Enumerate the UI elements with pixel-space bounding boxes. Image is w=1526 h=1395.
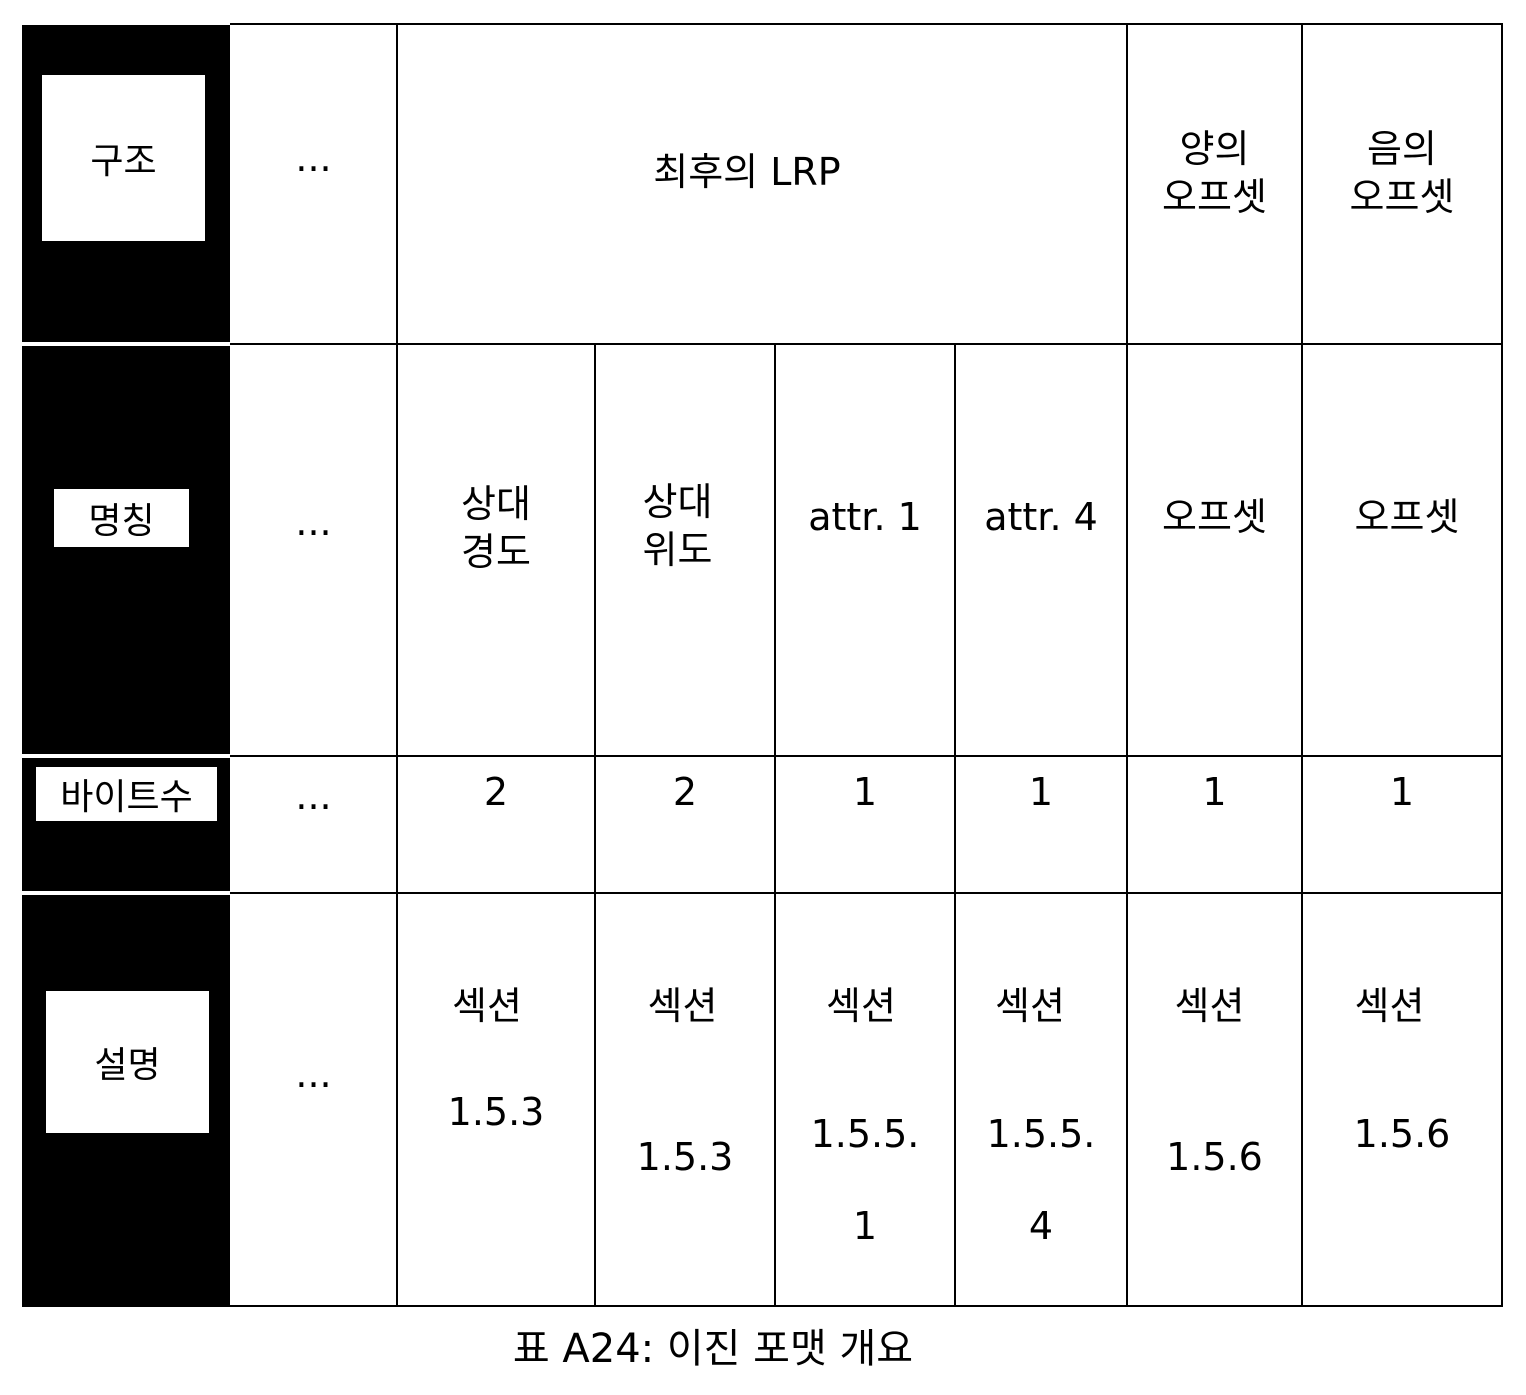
bytes-value: 2	[397, 768, 595, 816]
name-attr-1: attr. 1	[775, 493, 955, 541]
row-label-name: 명칭	[54, 489, 189, 547]
border	[230, 755, 1503, 757]
row-label-description: 설명	[46, 991, 209, 1133]
section-number: 1.5.3	[595, 1133, 775, 1181]
section-number: 1.5.5. 4	[955, 1088, 1127, 1272]
description-ellipsis: ...	[230, 1050, 397, 1098]
name-attr-4: attr. 4	[955, 493, 1127, 541]
positive-offset-header: 양의 오프셋	[1127, 125, 1302, 221]
bytes-value: 1	[1302, 768, 1502, 816]
bytes-value: 1	[1127, 768, 1302, 816]
row-label-structure: 구조	[42, 75, 205, 241]
name-relative-latitude: 상대 위도	[595, 478, 760, 574]
bytes-value: 1	[955, 768, 1127, 816]
structure-ellipsis: ...	[230, 134, 397, 182]
name-negative-offset: 오프셋	[1302, 493, 1512, 541]
border	[22, 1305, 1503, 1307]
border	[230, 23, 1503, 25]
section-label: 섹션	[775, 982, 947, 1030]
section-label: 섹션	[955, 982, 1105, 1030]
name-positive-offset: 오프셋	[1127, 493, 1302, 541]
border	[230, 892, 1503, 894]
divider	[22, 342, 230, 346]
bytes-ellipsis: ...	[230, 772, 397, 820]
bytes-value: 2	[595, 768, 775, 816]
section-number: 1.5.6	[1127, 1133, 1302, 1181]
row-label-bytes: 바이트수	[36, 767, 217, 821]
divider	[22, 891, 230, 895]
name-ellipsis: ...	[230, 498, 397, 546]
section-label: 섹션	[397, 982, 577, 1030]
section-number: 1.5.5. 1	[775, 1088, 955, 1272]
table-caption: 표 A24: 이진 포맷 개요	[0, 1325, 1426, 1373]
bytes-value: 1	[775, 768, 955, 816]
section-label: 섹션	[1127, 982, 1292, 1030]
section-number: 1.5.3	[397, 1088, 595, 1136]
name-relative-longitude: 상대 경도	[397, 480, 595, 576]
border	[230, 343, 1503, 345]
last-lrp-header: 최후의 LRP	[397, 148, 1097, 196]
negative-offset-header: 음의 오프셋	[1302, 125, 1502, 221]
divider	[22, 754, 230, 758]
section-number: 1.5.6	[1302, 1110, 1502, 1158]
section-label: 섹션	[595, 982, 770, 1030]
section-label: 섹션	[1302, 982, 1477, 1030]
